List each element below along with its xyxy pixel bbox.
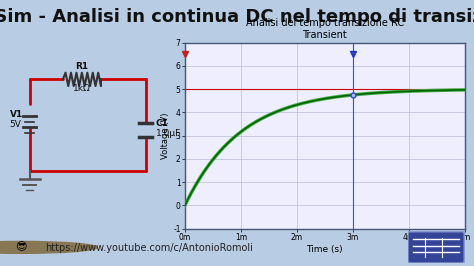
Text: 😎: 😎 (16, 242, 27, 252)
Text: NI MultiSim - Analisi in continua DC nel tempo di transizione RC: NI MultiSim - Analisi in continua DC nel… (0, 8, 474, 26)
Title: Analisi del tempo transizione RC
Transient: Analisi del tempo transizione RC Transie… (246, 18, 404, 40)
Text: R1: R1 (75, 62, 89, 71)
FancyBboxPatch shape (408, 231, 465, 263)
Text: 1kΩ: 1kΩ (73, 84, 91, 93)
Circle shape (0, 242, 97, 253)
Text: https://www.youtube.com/c/AntonioRomoli: https://www.youtube.com/c/AntonioRomoli (45, 243, 253, 253)
Text: V1: V1 (9, 110, 23, 119)
Text: 5V: 5V (9, 120, 22, 129)
Text: 1.0μF: 1.0μF (155, 128, 181, 138)
Text: C1: C1 (155, 119, 169, 128)
Y-axis label: Voltage (V): Voltage (V) (162, 113, 171, 159)
X-axis label: Time (s): Time (s) (306, 245, 343, 254)
